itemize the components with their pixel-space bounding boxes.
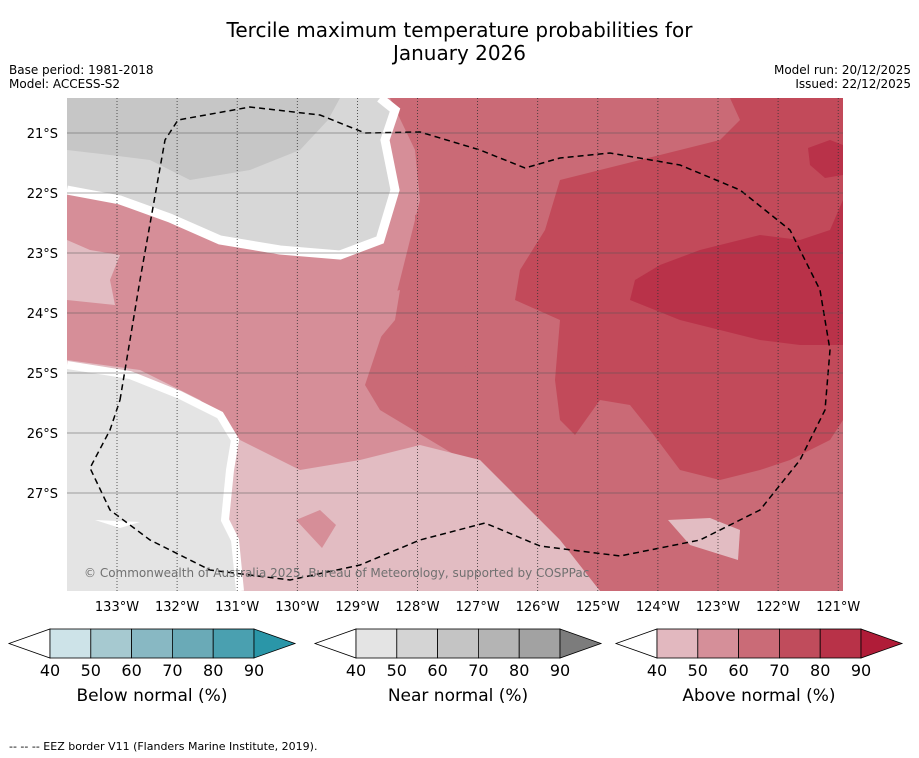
colorbar-tick-label: 90 [244, 661, 264, 680]
model-run: Model run: 20/12/2025 [773, 63, 911, 77]
field-above-40-edge [67, 240, 120, 305]
below-normal-label: Below normal (%) [76, 686, 228, 706]
colorbar-segment [396, 628, 438, 659]
colorbar-max-arrow [559, 628, 603, 659]
near-normal-label: Near normal (%) [387, 686, 529, 706]
lat-label: 25°S [27, 367, 58, 382]
lat-label: 22°S [27, 187, 58, 202]
lat-label: 24°S [27, 307, 58, 322]
lon-label: 123°W [696, 600, 740, 615]
issued-date: Issued: 22/12/2025 [795, 77, 911, 91]
lon-label: 121°W [816, 600, 860, 615]
longitude-labels: 133°W 132°W 131°W 130°W 129°W 128°W 127°W 126°W… [95, 600, 861, 615]
field-above-60-blob [415, 212, 448, 260]
lon-label: 129°W [335, 600, 379, 615]
colorbar-tick-label: 80 [509, 661, 529, 680]
colorbar-segment [355, 628, 398, 659]
colorbar-tick-label: 70 [769, 661, 789, 680]
footnote: -- -- -- EEZ border V11 (Flanders Marine… [9, 740, 318, 753]
field-above-50-south [296, 510, 336, 548]
lon-label: 128°W [395, 600, 439, 615]
colorbar-segment [90, 628, 133, 659]
near-gap [95, 520, 140, 528]
colorbar-tick-label: 70 [162, 661, 182, 680]
field-above-60-small [460, 330, 478, 370]
colorbar-1: 40 50 60 70 80 90 [7, 628, 297, 680]
colorbar-segment [779, 628, 821, 659]
colorbar-segment [131, 628, 173, 659]
field-above-80-b [808, 140, 843, 178]
latitude-labels: 21°S 22°S 23°S 24°S 25°S 26°S 27°S [27, 127, 58, 502]
copyright-text: © Commonwealth of Australia 2025, Bureau… [84, 566, 589, 580]
field-above-50-west [67, 185, 400, 390]
near-boundary-south [67, 361, 244, 591]
lon-label: 122°W [756, 600, 800, 615]
colorbar-tick-label: 70 [468, 661, 488, 680]
colorbar-tick-label: 80 [810, 661, 830, 680]
lat-label: 23°S [27, 247, 58, 262]
model-name: Model: ACCESS-S2 [9, 77, 121, 91]
lat-label: 21°S [27, 127, 58, 142]
field-near-40-southwest [67, 365, 240, 591]
colorbar-tick-label: 50 [387, 661, 407, 680]
colorbar-segment [518, 628, 561, 659]
lon-label: 126°W [516, 600, 560, 615]
colorbar-tick-label: 40 [40, 661, 60, 680]
lon-label: 131°W [215, 600, 259, 615]
colorbar-tick-label: 60 [728, 661, 748, 680]
lon-label: 133°W [95, 600, 139, 615]
title-line-2: January 2026 [392, 41, 527, 65]
colorbar-tick-label: 40 [346, 661, 366, 680]
colorbar-tick-label: 50 [688, 661, 708, 680]
base-period: Base period: 1981-2018 [9, 63, 154, 77]
lon-label: 127°W [456, 600, 500, 615]
above-normal-label: Above normal (%) [682, 686, 836, 706]
meta-left: Base period: 1981-2018 Model: ACCESS-S2 [9, 63, 154, 91]
colorbar-segment [171, 628, 214, 659]
lon-label: 124°W [636, 600, 680, 615]
map-plot [67, 98, 843, 591]
near-boundary [67, 98, 401, 260]
colorbar-max-arrow [860, 628, 904, 659]
field-near-60 [67, 98, 340, 180]
lat-label: 26°S [27, 427, 58, 442]
eez-border [89, 106, 831, 581]
colorbar-max-arrow [253, 628, 297, 659]
lat-label: 27°S [27, 487, 58, 502]
colorbar-tick-label: 90 [851, 661, 871, 680]
colorbar-segment [697, 628, 739, 659]
lon-label: 132°W [155, 600, 199, 615]
colorbar-min-arrow [313, 628, 357, 659]
colorbar-segment [437, 628, 479, 659]
colorbar-min-arrow [7, 628, 51, 659]
colorbar-segment [212, 628, 255, 659]
colorbar-segment [819, 628, 862, 659]
colorbar-tick-label: 60 [121, 661, 141, 680]
lon-label: 130°W [275, 600, 319, 615]
colorbar-tick-label: 90 [550, 661, 570, 680]
colorbar-segment [49, 628, 92, 659]
gridlines [67, 98, 843, 591]
map-title: Tercile maximum temperature probabilitie… [0, 19, 919, 65]
colorbar-tick-label: 50 [81, 661, 101, 680]
field-above-80-a [630, 200, 843, 345]
colorbar-segment [656, 628, 699, 659]
colorbar-segment [477, 628, 520, 659]
colorbar-min-arrow [614, 628, 658, 659]
title-line-1: Tercile maximum temperature probabilitie… [226, 18, 693, 42]
colorbar-tick-label: 80 [203, 661, 223, 680]
colorbar-tick-label: 40 [647, 661, 667, 680]
colorbar-2: 40 50 60 70 80 90 [313, 628, 603, 680]
meta-right: Model run: 20/12/2025 Issued: 22/12/2025 [774, 63, 911, 91]
lon-label: 125°W [576, 600, 620, 615]
colorbar-segment [738, 628, 780, 659]
colorbar-tick-label: 60 [427, 661, 447, 680]
colorbar-3: 40 50 60 70 80 90 [614, 628, 904, 680]
colorbars: 40 50 60 70 80 90 40 50 60 70 80 90 40 50 60 70 80 90 [7, 628, 904, 680]
